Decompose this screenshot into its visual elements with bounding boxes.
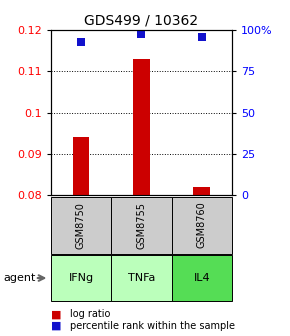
Text: TNFa: TNFa xyxy=(128,273,155,283)
Text: GSM8760: GSM8760 xyxy=(197,202,207,249)
Point xyxy=(139,31,144,36)
Text: agent: agent xyxy=(3,273,35,283)
Point xyxy=(79,39,83,44)
Title: GDS499 / 10362: GDS499 / 10362 xyxy=(84,14,198,28)
Bar xyxy=(133,59,150,195)
Bar xyxy=(72,137,89,195)
Text: log ratio: log ratio xyxy=(70,309,110,319)
Text: IFNg: IFNg xyxy=(68,273,93,283)
Text: GSM8750: GSM8750 xyxy=(76,202,86,249)
Point xyxy=(200,34,204,40)
Text: ■: ■ xyxy=(51,321,61,331)
Text: GSM8755: GSM8755 xyxy=(136,202,146,249)
Bar xyxy=(193,187,210,195)
Text: percentile rank within the sample: percentile rank within the sample xyxy=(70,321,235,331)
Text: IL4: IL4 xyxy=(193,273,210,283)
Text: ■: ■ xyxy=(51,309,61,319)
